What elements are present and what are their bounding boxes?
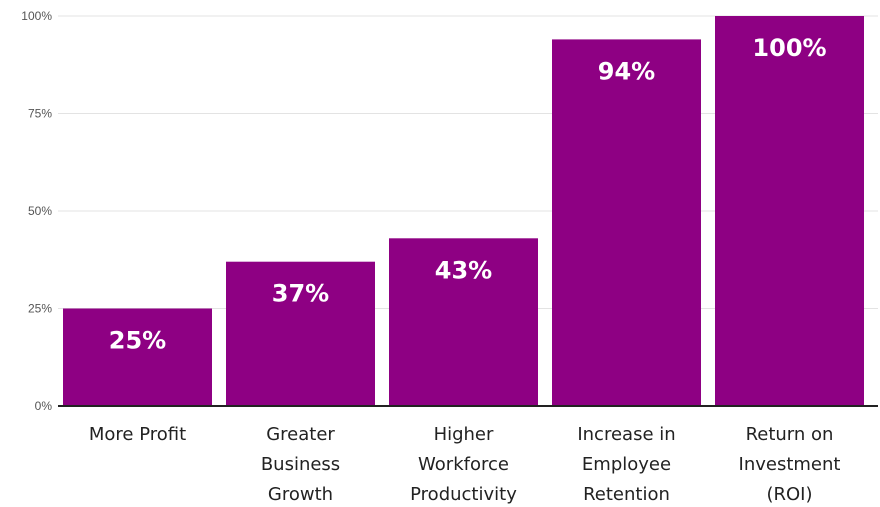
category-label-line: Workforce <box>418 454 509 475</box>
category-label: Increase in Employee Retention <box>577 424 675 505</box>
bar <box>226 261 375 406</box>
y-tick-label: 0% <box>35 399 53 413</box>
category-label-line: Investment <box>739 454 841 475</box>
y-tick-label: 100% <box>21 9 52 23</box>
y-axis-ticks: 0% 25% 50% 75% 100% <box>21 9 52 413</box>
bar <box>63 308 212 406</box>
category-label: Return on Investment (ROI) <box>739 424 841 505</box>
category-label-line: Return on <box>746 424 834 445</box>
bar <box>389 238 538 406</box>
category-label-line: Business <box>261 454 340 475</box>
category-label-line: Higher <box>434 424 494 445</box>
category-labels: More Profit Greater Business Growth Higher Wo… <box>89 424 841 505</box>
data-label: 37% <box>272 280 329 308</box>
data-label: 25% <box>109 327 166 355</box>
bars <box>63 16 864 407</box>
category-label-line: Increase in <box>577 424 675 445</box>
category-label-line: Growth <box>268 484 333 505</box>
category-label-line: More Profit <box>89 424 186 445</box>
category-label: Greater Business Growth <box>261 424 340 505</box>
category-label-line: (ROI) <box>766 484 812 505</box>
y-tick-label: 50% <box>28 204 52 218</box>
data-label: 100% <box>752 34 826 62</box>
y-tick-label: 25% <box>28 302 52 316</box>
category-label-line: Employee <box>582 454 671 475</box>
category-label-line: Greater <box>266 424 335 445</box>
bar <box>552 39 701 407</box>
data-label: 43% <box>435 256 492 284</box>
category-label-line: Productivity <box>410 484 517 505</box>
data-label: 94% <box>598 57 655 85</box>
bar <box>715 16 864 406</box>
category-label: Higher Workforce Productivity <box>410 424 517 505</box>
category-label-line: Retention <box>583 484 670 505</box>
category-label: More Profit <box>89 424 186 445</box>
data-labels: 25% 37% 43% 94% 100% <box>109 34 827 355</box>
y-tick-label: 75% <box>28 107 52 121</box>
